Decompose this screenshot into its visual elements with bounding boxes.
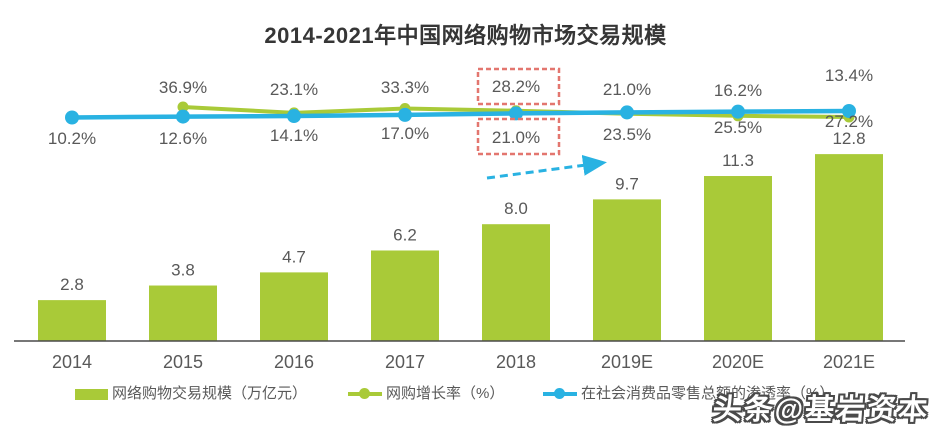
growth-label-2016: 23.1% [270,80,318,99]
growth-label-2018: 28.2% [492,77,540,96]
legend-label-penetration-rate: 在社会消费品零售总额的渗透率（%） [581,385,835,402]
highlight-box-growth-2018 [476,67,561,106]
penetration-point-2015 [176,109,190,124]
penetration-point-2019E [620,105,634,120]
penetration-label-2014: 10.2% [48,129,96,148]
bar-2019E [593,199,661,341]
penetration-point-2021E [842,104,856,118]
penetration-point-2014 [65,110,79,125]
growth-label-2020E: 16.2% [714,81,762,100]
x-axis-label-2018: 2018 [496,352,536,372]
bar-2018 [482,224,550,341]
growth-label-2021E: 13.4% [825,66,873,85]
x-axis-label-2019E: 2019E [601,352,653,372]
penetration-label-2021E: 27.2% [825,112,873,131]
bar-2021E [815,154,883,341]
penetration-label-2018: 21.0% [492,128,540,147]
bar-legend-swatch [75,388,108,400]
growth-label-2017: 33.3% [381,78,429,97]
growth-dot-icon [359,388,370,399]
x-axis-label-2016: 2016 [274,352,314,372]
legend-item-transaction-scale: 网络购物交易规模（万亿元） [75,386,307,402]
penetration-label-2015: 12.6% [159,129,207,148]
penetration-label-2020E: 25.5% [714,118,762,137]
penetration-dot-icon [554,388,565,399]
bar-value-label-2021E: 12.8 [832,129,865,148]
legend-item-growth-rate: 网购增长率（%） [348,386,504,402]
legend-label-growth-rate: 网购增长率（%） [386,385,505,402]
penetration-line [71,108,850,120]
bar-value-label-2016: 4.7 [282,247,306,266]
x-axis-label-2017: 2017 [385,352,425,372]
penetration-point-2017 [398,107,412,122]
bar-2020E [704,176,772,341]
bar-2015 [149,285,217,341]
bar-value-label-2020E: 11.3 [722,151,754,170]
penetration-label-2019E: 23.5% [603,125,651,144]
highlight-box-penetration-2018 [476,117,561,156]
penetration-label-2016: 14.1% [270,126,318,145]
growth-point-2015 [177,101,189,113]
penetration-point-2018 [509,106,523,121]
trend-arrow [486,154,607,180]
bar-value-label-2017: 6.2 [393,225,417,244]
legend-item-penetration-rate: 在社会消费品零售总额的渗透率（%） [543,386,834,402]
growth-label-2015: 36.9% [159,78,207,97]
growth-label-2019E: 21.0% [603,80,651,99]
x-axis-label-2014: 2014 [52,352,92,372]
watermark: 头条@基岩资本 [711,394,930,426]
penetration-line-legend-swatch [543,388,577,399]
bar-series: 2.8 2014 3.8 2015 4.7 2016 6.2 2017 8.0 2018 9.7 20… [38,129,883,372]
bar-value-label-2014: 2.8 [60,275,84,294]
penetration-point-2016 [287,109,301,124]
x-axis-label-2015: 2015 [163,352,203,372]
penetration-point-2020E [731,104,745,119]
bar-2017 [371,250,439,341]
legend-label-transaction-scale: 网络购物交易规模（万亿元） [112,385,308,402]
bar-value-label-2015: 3.8 [171,261,195,280]
bar-value-label-2018: 8.0 [504,199,528,218]
bar-2016 [260,272,328,341]
x-axis-label-2021E: 2021E [823,352,875,372]
growth-line-legend-swatch [348,388,382,399]
bar-2014 [38,300,106,341]
bar-value-label-2019E: 9.7 [615,174,639,193]
penetration-label-2017: 17.0% [381,124,429,143]
x-axis-label-2020E: 2020E [712,352,764,372]
penetration-series [65,104,856,125]
chart-title: 2014-2021年中国网络购物市场交易规模 [264,23,667,48]
